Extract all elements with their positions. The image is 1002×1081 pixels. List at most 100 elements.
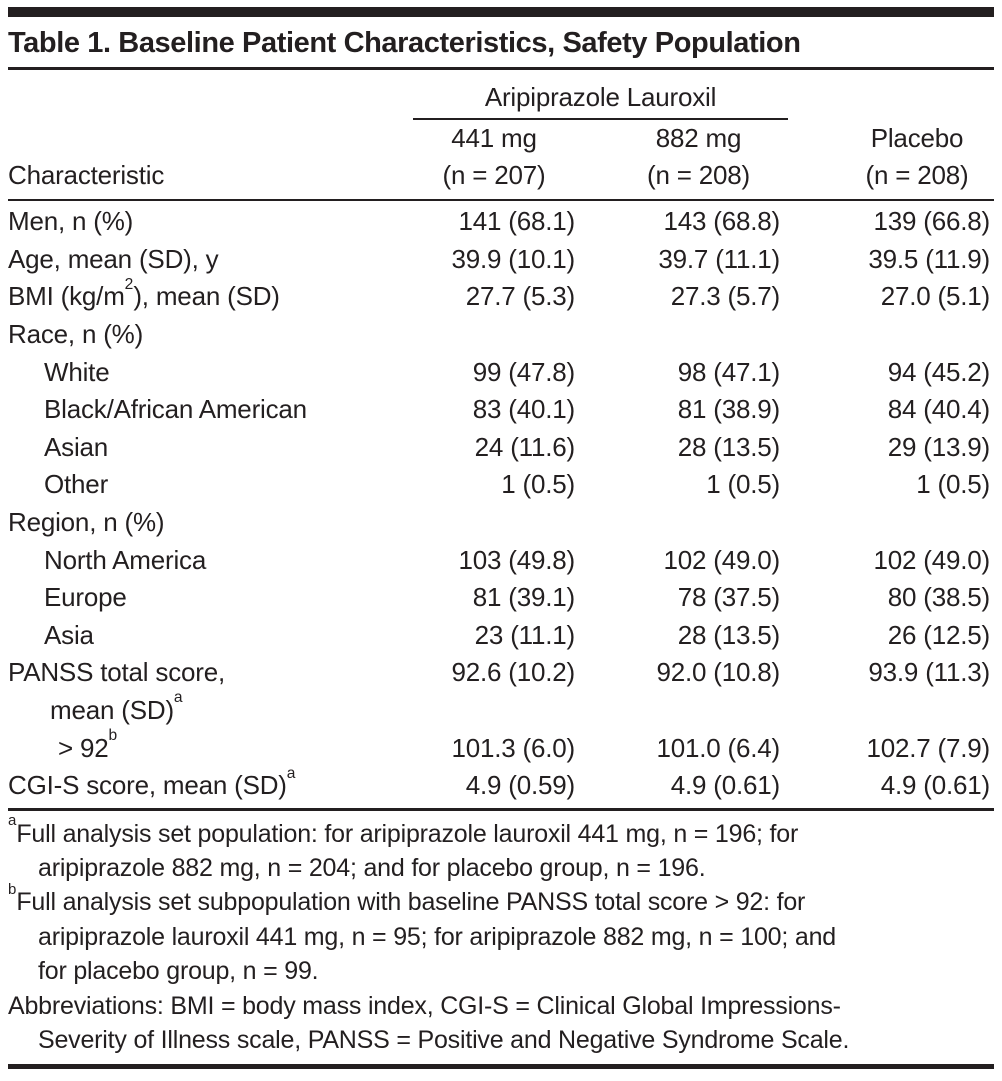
table-row: CGI-S score, mean (SD)a 4.9 (0.59) 4.9 (0.… [8,764,994,805]
table-row: Asian 24 (11.6) 28 (13.5) 29 (13.9) [8,429,994,467]
cell-value: 28 (13.5) [677,619,780,650]
cell-value: 24 (11.6) [474,431,576,462]
superscript: a [286,764,296,782]
cell-value: 81 (38.9) [677,394,780,425]
cell-value: 1 (0.5) [706,469,780,500]
superscript: 2 [124,275,134,293]
spanner-spacer-right [788,70,994,120]
cell-value: 99 (47.8) [472,356,575,387]
cell-value: 39.9 (10.1) [451,243,575,274]
row-label: Asia [44,619,94,650]
stub-header: Characteristic [8,160,165,190]
row-label: Black/African American [44,394,307,425]
cell-value: 83 (40.1) [472,394,575,425]
row-label: Age, mean (SD), y [8,243,219,274]
row-label: White [44,356,110,387]
cell-value: 139 (66.8) [873,206,990,237]
cell-value: 141 (68.1) [458,206,575,237]
cell-value: 80 (38.5) [887,582,990,613]
cell-value: 4.9 (0.61) [880,770,990,801]
table-row: White 99 (47.8) 98 (47.1) 94 (45.2) [8,353,994,391]
footnotes: aFull analysis set population: for aripi… [8,812,994,1058]
table-row: Black/African American 83 (40.1) 81 (38.9)… [8,391,994,429]
column-header-line2: (n = 208) [865,160,969,190]
cell-value: 1 (0.5) [916,469,990,500]
cell-value: 23 (11.1) [474,619,576,650]
page-title: Table 1. Baseline Patient Characteristic… [8,17,994,70]
column-group-label: Aripiprazole Lauroxil [484,82,717,112]
cell-value: 102 (49.0) [663,544,780,575]
cell-value: 103 (49.8) [458,544,575,575]
superscript: b [8,881,17,899]
table-row: Region, n (%) [8,504,994,542]
table-row: Age, mean (SD), y 39.9 (10.1) 39.7 (11.1) 3… [8,241,994,279]
column-header-line1: 882 mg [655,123,742,153]
footnote-line: Abbreviations: BMI = body mass index, CG… [8,991,841,1020]
superscript: b [108,726,118,744]
cell-value: 27.0 (5.1) [880,281,990,312]
cell-value: 27.3 (5.7) [670,281,780,312]
table-row: BMI (kg/m2), mean (SD) 27.7 (5.3) 27.3 (5.… [8,275,994,316]
cell-value: 28 (13.5) [677,431,780,462]
cell-value: 102.7 (7.9) [866,732,990,763]
cell-value: 39.7 (11.1) [658,243,780,274]
table-body: Men, n (%) 141 (68.1) 143 (68.8) 139 (66.8)… [8,201,994,811]
superscript: a [173,689,183,707]
row-label: BMI (kg/m2), mean (SD) [8,275,280,312]
footnote-line: aripiprazole 882 mg, n = 204; and for pl… [38,853,706,882]
column-group-header: Aripiprazole Lauroxil [413,70,788,120]
column-group-row: Aripiprazole Lauroxil [8,70,994,120]
cell-value: 81 (39.1) [472,582,575,613]
column-header-line1: Placebo [870,123,964,153]
row-label: Europe [44,582,127,613]
cell-value: 94 (45.2) [887,356,990,387]
cell-value: 93.9 (11.3) [868,657,990,688]
footnote-line: for placebo group, n = 99. [38,957,319,986]
table-row: Europe 81 (39.1) 78 (37.5) 80 (38.5) [8,579,994,617]
superscript: a [8,812,17,830]
cell-value: 26 (12.5) [887,619,990,650]
table-row: Other 1 (0.5) 1 (0.5) 1 (0.5) [8,466,994,504]
cell-value: 143 (68.8) [663,206,780,237]
column-header-placebo: Placebo (n = 208) [788,120,994,194]
table-row: mean (SD)a [8,689,994,730]
cell-value: 29 (13.9) [887,431,990,462]
table-row: North America 103 (49.8) 102 (49.0) 102 (49… [8,541,994,579]
table-row: Men, n (%) 141 (68.1) 143 (68.8) 139 (66.8) [8,203,994,241]
table-row: > 92b 101.3 (6.0) 101.0 (6.4) 102.7 (7.9) [8,726,994,767]
cell-value: 78 (37.5) [677,582,780,613]
row-label: mean (SD)a [50,689,183,726]
footnote-line: bFull analysis set subpopulation with ba… [8,881,806,917]
row-label: CGI-S score, mean (SD)a [8,764,296,801]
column-header-line2: (n = 207) [442,160,546,190]
table-row: PANSS total score, 92.6 (10.2) 92.0 (10.8)… [8,654,994,692]
column-header-line1: 441 mg [451,123,537,153]
spanner-spacer-left [8,70,413,120]
row-label: Race, n (%) [8,319,144,350]
cell-value: 27.7 (5.3) [465,281,575,312]
top-rule [8,7,994,17]
row-label: Asian [44,431,109,462]
row-label: North America [44,544,207,575]
cell-value: 101.3 (6.0) [451,732,575,763]
column-header-row: Characteristic 441 mg (n = 207) 882 mg (… [8,120,994,199]
row-label: Men, n (%) [8,206,134,237]
column-header-882mg: 882 mg (n = 208) [583,120,788,194]
column-header-line2: (n = 208) [647,160,750,190]
table-header: Aripiprazole Lauroxil Characteristic 441… [8,70,994,201]
footnote-line: aFull analysis set population: for aripi… [8,812,799,848]
footnote-line: aripiprazole lauroxil 441 mg, n = 95; fo… [38,922,836,951]
row-label: PANSS total score, [8,657,226,688]
table-row: Race, n (%) [8,316,994,354]
cell-value: 101.0 (6.4) [656,732,780,763]
cell-value: 92.6 (10.2) [451,657,575,688]
cell-value: 39.5 (11.9) [868,243,990,274]
row-label: Region, n (%) [8,507,165,538]
cell-value: 84 (40.4) [887,394,990,425]
footnote-line: Severity of Illness scale, PANSS = Posit… [38,1025,850,1054]
row-label: > 92b [58,726,118,763]
cell-value: 92.0 (10.8) [656,657,780,688]
column-header-441mg: 441 mg (n = 207) [413,120,583,194]
cell-value: 1 (0.5) [501,469,575,500]
